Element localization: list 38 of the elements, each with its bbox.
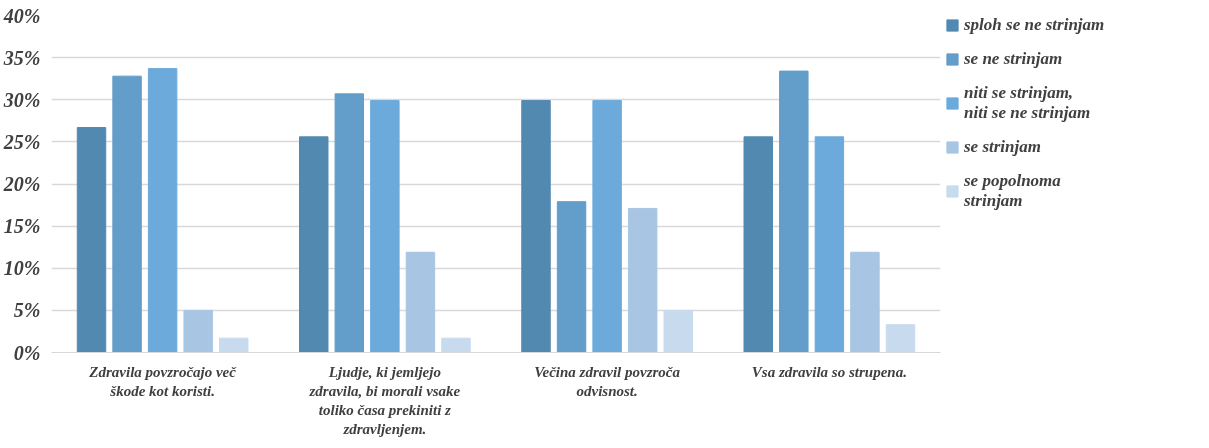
y-tick-label: 5% [13,299,41,322]
legend-label: sploh se ne strinjam [964,15,1105,35]
bar [147,68,178,353]
bar [885,324,916,353]
bar [663,309,693,353]
bar [521,100,551,353]
bar [556,201,587,353]
bar [441,337,471,353]
bar [405,251,436,353]
bar [183,309,213,353]
y-tick-label: 35% [2,46,41,69]
legend-label: niti se strinjam, niti se ne strinjam [964,83,1091,123]
bar [370,100,400,353]
y-tick-label: 30% [2,88,41,111]
y-tick-label: 10% [3,257,41,280]
bar [334,93,365,353]
x-tick-label: Ljudje, ki jemljejo zdravila, bi morali vsake toliko časa prekiniti z zdravljenjem. [308,363,461,438]
bar [814,136,845,353]
x-tick-label: Vsa zdravila so strupena. [751,363,907,380]
bar [850,251,880,353]
bar [627,207,658,353]
y-tick-label: 15% [3,215,41,238]
x-tick-label: Zdravila povzročajo več škode kot koristi. [88,363,238,399]
bar [743,136,773,353]
bar [112,75,142,353]
legend-label: se popolnoma strinjam [964,171,1061,211]
y-tick-label: 0% [13,341,41,364]
legend-label: se ne strinjam [964,49,1063,69]
x-tick-label: Večina zdravil povzroča odvisnost. [534,363,681,399]
bar [299,136,329,353]
legend-label: se strinjam [964,137,1041,157]
y-tick-label: 25% [2,130,41,153]
y-tick-label: 20% [2,173,41,195]
y-tick-label: 40% [2,4,41,27]
bar [592,100,622,353]
bar [779,70,809,353]
bar [76,127,107,353]
bar [219,337,249,353]
